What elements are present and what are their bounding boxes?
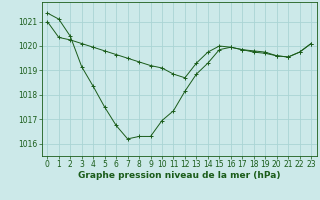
X-axis label: Graphe pression niveau de la mer (hPa): Graphe pression niveau de la mer (hPa) (78, 171, 280, 180)
